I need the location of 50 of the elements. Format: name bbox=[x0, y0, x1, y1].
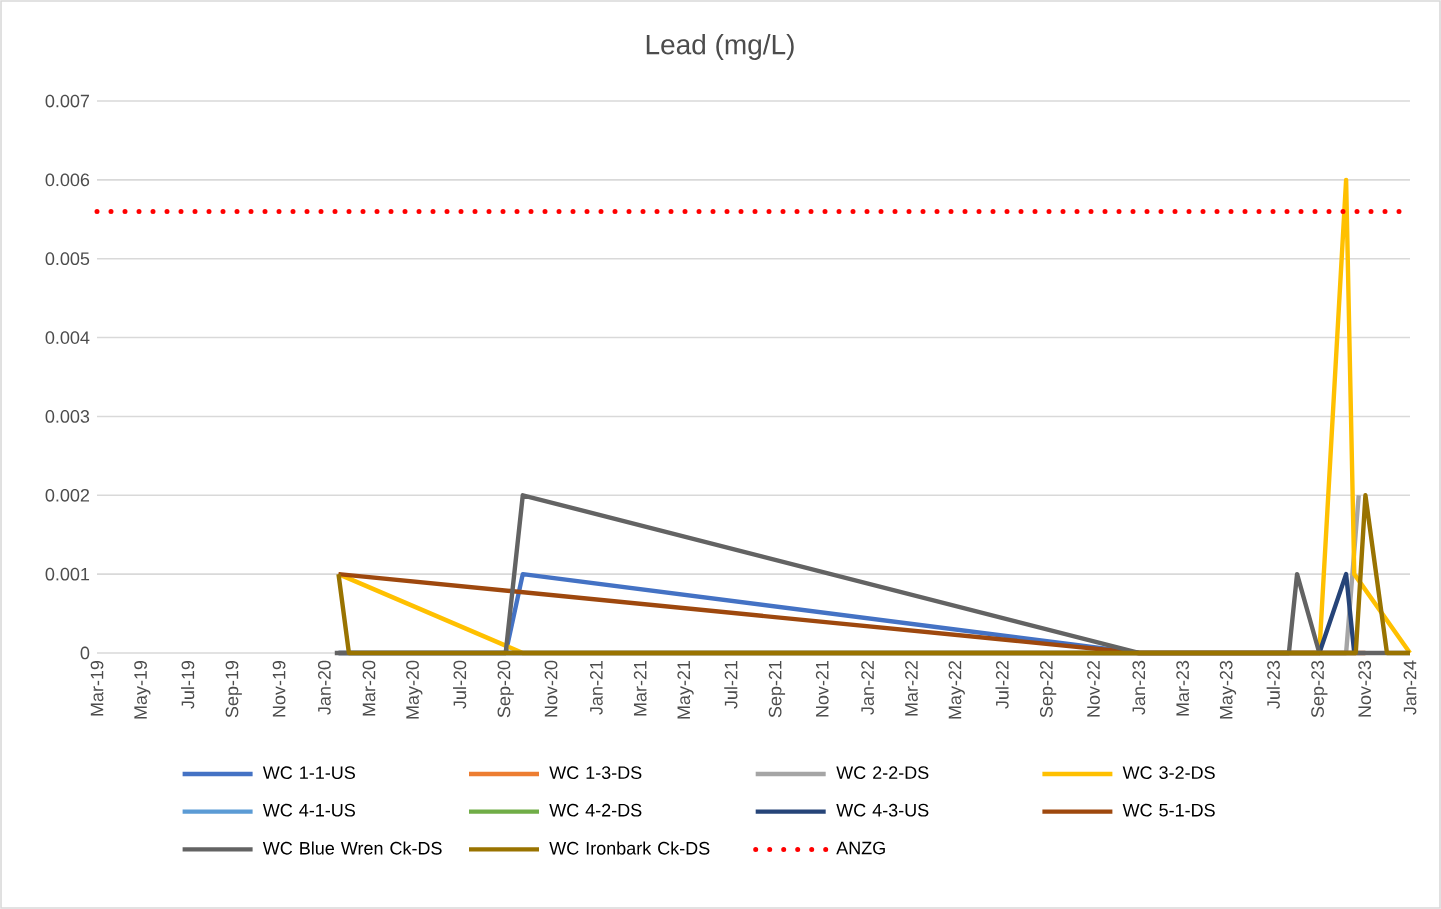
legend-label: WC 4-1-US bbox=[262, 803, 355, 817]
y-tick-label: 0.002 bbox=[45, 488, 90, 502]
legend-label: WC 2-2-DS bbox=[836, 766, 929, 780]
x-tick-label: Sep-19 bbox=[225, 660, 242, 718]
y-tick-label: 0.001 bbox=[45, 567, 90, 581]
x-tick-label: Nov-20 bbox=[544, 660, 558, 717]
x-tick-label: Jul-22 bbox=[995, 660, 1009, 709]
x-tick-label: Jan-23 bbox=[1132, 660, 1146, 715]
y-tick-label: 0.005 bbox=[45, 252, 90, 266]
legend-label: WC 5-1-DS bbox=[1122, 803, 1215, 817]
x-tick-label: May-23 bbox=[1219, 660, 1237, 719]
x-tick-label: Mar-19 bbox=[90, 660, 104, 716]
x-tick-label: Mar-23 bbox=[1176, 660, 1190, 716]
x-tick-label: Sep-22 bbox=[1039, 660, 1057, 718]
x-tick-label: Nov-22 bbox=[1087, 660, 1100, 717]
x-tick-label: Nov-19 bbox=[272, 660, 286, 717]
y-tick-label: 0.006 bbox=[45, 173, 90, 187]
x-tick-label: Nov-23 bbox=[1358, 660, 1372, 717]
x-tick-label: Jul-20 bbox=[453, 660, 467, 709]
legend-label: WC 1-1-US bbox=[262, 766, 355, 780]
legend-label: WC Ironbark Ck-DS bbox=[549, 841, 710, 855]
y-tick-label: 0.003 bbox=[45, 410, 90, 423]
legend-label: WC 4-2-DS bbox=[549, 803, 642, 817]
legend-label: WC 4-3-US bbox=[836, 803, 929, 817]
x-tick-label: Sep-21 bbox=[768, 660, 786, 718]
legend-label: WC Blue Wren Ck-DS bbox=[262, 841, 442, 855]
x-tick-label: May-21 bbox=[677, 660, 694, 719]
x-tick-label: Jul-19 bbox=[181, 660, 195, 709]
x-tick-label: Jan-20 bbox=[318, 660, 331, 715]
x-tick-label: Sep-23 bbox=[1311, 660, 1328, 718]
x-tick-label: Jan-22 bbox=[861, 660, 874, 715]
x-tick-label: Jan-21 bbox=[589, 660, 603, 715]
x-tick-label: Mar-20 bbox=[362, 660, 376, 716]
x-tick-label: Nov-21 bbox=[815, 660, 829, 717]
x-tick-label: May-19 bbox=[134, 660, 151, 719]
y-tick-label: 0.007 bbox=[45, 94, 90, 108]
x-tick-label: Mar-22 bbox=[905, 660, 918, 716]
x-tick-label: May-20 bbox=[406, 660, 423, 719]
y-tick-label: 0.004 bbox=[45, 331, 90, 344]
x-tick-label: Jul-23 bbox=[1266, 660, 1280, 709]
chart-title: Lead (mg/L) bbox=[646, 33, 794, 61]
x-tick-label: May-22 bbox=[948, 660, 965, 719]
x-tick-label: Sep-20 bbox=[497, 660, 514, 718]
x-tick-label: Jan-24 bbox=[1403, 660, 1417, 715]
y-tick-label: 0 bbox=[80, 646, 90, 660]
x-tick-label: Mar-21 bbox=[633, 660, 647, 716]
legend-label: ANZG bbox=[836, 841, 885, 855]
legend-label: WC 1-3-DS bbox=[549, 766, 642, 780]
legend-label: WC 3-2-DS bbox=[1122, 766, 1215, 780]
x-tick-label: Jul-21 bbox=[724, 660, 738, 709]
